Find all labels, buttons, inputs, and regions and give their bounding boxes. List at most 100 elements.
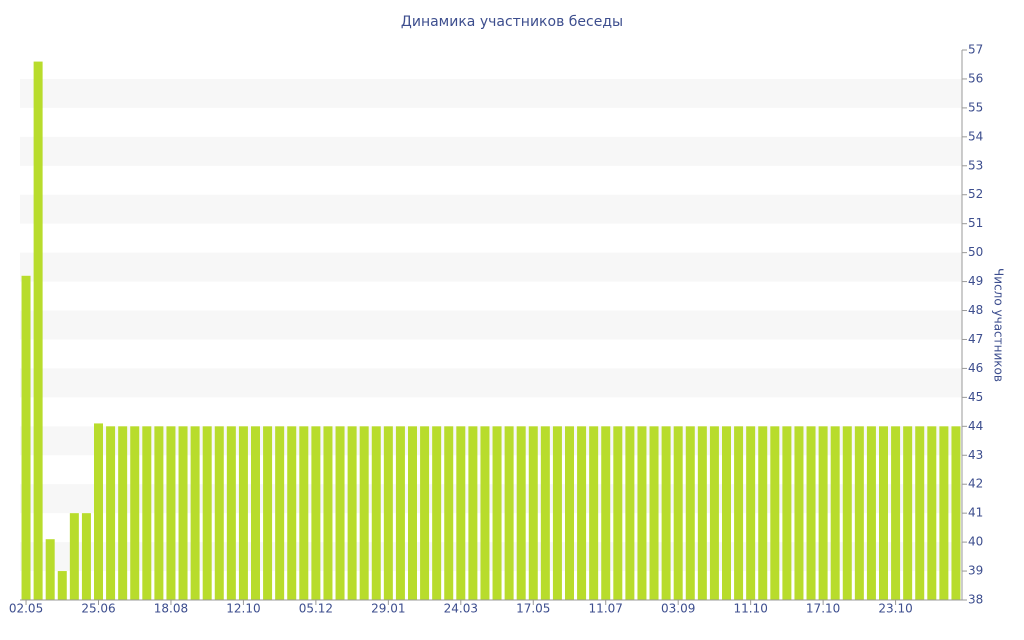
bar: [661, 426, 671, 600]
bar: [806, 426, 816, 600]
y-tick-label: 42: [968, 477, 983, 491]
bar: [214, 426, 224, 600]
bar: [709, 426, 719, 600]
bar: [649, 426, 659, 600]
bar: [444, 426, 454, 600]
x-tick-label: 05.12: [299, 602, 333, 616]
y-tick-label: 46: [968, 361, 983, 375]
bar: [939, 426, 949, 600]
bar: [251, 426, 260, 600]
bar: [613, 426, 623, 600]
bar: [130, 426, 140, 600]
bar: [33, 61, 43, 600]
grid-band: [20, 194, 962, 224]
bar: [818, 426, 828, 600]
y-tick-label: 57: [968, 43, 983, 57]
bar: [335, 426, 345, 600]
y-tick-label: 40: [968, 535, 983, 549]
bar: [854, 426, 864, 600]
bar: [830, 426, 840, 600]
y-tick-label: 51: [968, 216, 983, 230]
bar: [226, 426, 236, 600]
bar: [21, 275, 31, 600]
grid-band: [20, 368, 962, 398]
y-tick-label: 50: [968, 245, 983, 259]
bar: [504, 426, 514, 600]
x-tick-label: 29.01: [371, 602, 405, 616]
bar: [323, 426, 333, 600]
bar: [794, 426, 804, 600]
y-tick-label: 56: [968, 71, 983, 85]
y-tick-label: 54: [968, 129, 983, 143]
y-tick-label: 43: [968, 448, 983, 462]
bar: [625, 426, 635, 600]
bar: [166, 426, 176, 600]
bar: [371, 426, 381, 600]
x-tick-label: 03.09: [661, 602, 695, 616]
y-tick-label: 55: [968, 100, 983, 114]
bar: [432, 426, 442, 600]
y-tick-label: 38: [968, 593, 983, 607]
bar: [758, 426, 768, 600]
y-tick-label: 52: [968, 187, 983, 201]
bar: [395, 426, 405, 600]
y-tick-label: 48: [968, 303, 983, 317]
x-tick-label: 24.03: [444, 602, 478, 616]
bar: [866, 426, 876, 600]
bar: [45, 539, 55, 600]
bar: [528, 426, 538, 600]
bar: [842, 426, 852, 600]
y-tick-label: 53: [968, 158, 983, 172]
bar: [685, 426, 695, 600]
y-tick-label: 47: [968, 332, 983, 346]
x-tick-label: 23.10: [878, 602, 912, 616]
bar: [57, 571, 67, 600]
y-tick-label: 44: [968, 419, 983, 433]
grid-band: [20, 426, 962, 456]
bar: [782, 426, 792, 600]
bar: [118, 426, 128, 600]
bar: [903, 426, 913, 600]
bar: [540, 426, 550, 600]
bar: [299, 426, 309, 600]
bar: [154, 426, 164, 600]
grid-band: [20, 136, 962, 166]
bar: [190, 426, 200, 600]
bar: [311, 426, 321, 600]
y-tick-label: 41: [968, 506, 983, 520]
y-axis-label: Число участников: [992, 268, 1006, 382]
bar: [601, 426, 611, 600]
bar: [69, 513, 79, 600]
bar: [891, 426, 901, 600]
grid-band: [20, 484, 962, 514]
x-tick-label: 25.06: [81, 602, 115, 616]
x-tick-label: 11.07: [589, 602, 623, 616]
bar: [347, 426, 357, 600]
bar: [383, 426, 393, 600]
bar: [94, 423, 103, 600]
chart-title: Динамика участников беседы: [401, 14, 623, 30]
x-tick-label: 12.10: [226, 602, 260, 616]
x-tick-label: 11.10: [733, 602, 767, 616]
bar: [697, 426, 707, 600]
x-tick-label: 02.05: [9, 602, 43, 616]
y-tick-label: 45: [968, 390, 983, 404]
bar: [106, 426, 116, 600]
bar: [746, 426, 756, 600]
bar: [178, 426, 188, 600]
bar: [456, 426, 466, 600]
bar: [927, 426, 937, 600]
bar: [263, 426, 273, 600]
bar: [420, 426, 430, 600]
bar: [951, 426, 961, 600]
x-tick-label: 17.10: [806, 602, 840, 616]
bar: [359, 426, 369, 600]
bar: [480, 426, 490, 600]
bar: [275, 426, 285, 600]
grid-band: [20, 542, 962, 572]
bar: [468, 426, 478, 600]
bar: [637, 426, 647, 600]
bar: [734, 426, 744, 600]
bar: [408, 426, 417, 600]
